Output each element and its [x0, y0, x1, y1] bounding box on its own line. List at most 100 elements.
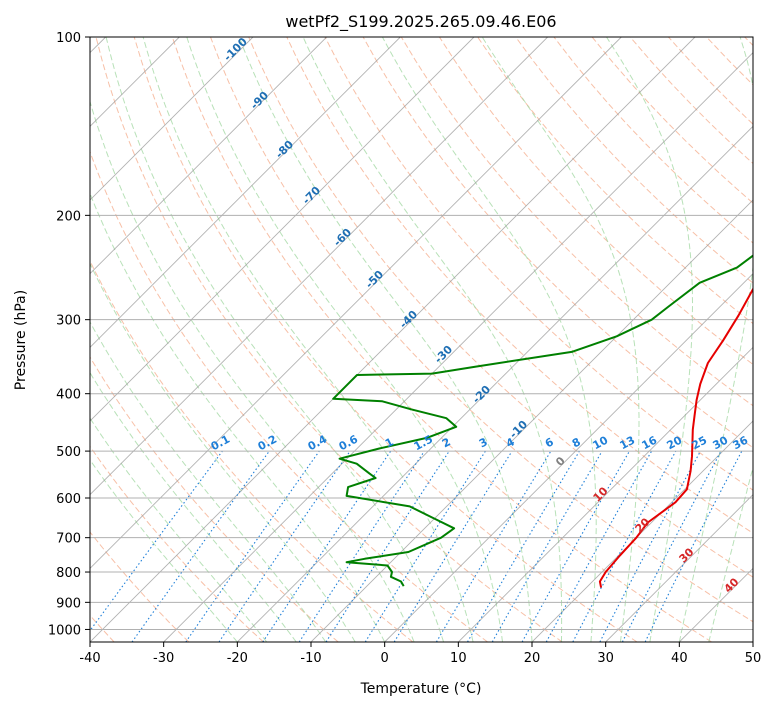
moist-adiabat [302, 37, 563, 642]
mixing-ratio-label: 0.4 [306, 432, 330, 453]
y-tick-label: 100 [56, 31, 81, 46]
mixing-ratio-line [262, 450, 392, 642]
dry-adiabat [210, 37, 753, 623]
y-tick-label: 600 [56, 492, 81, 507]
x-tick-label: -40 [79, 651, 100, 666]
isotherm-label: -80 [273, 138, 296, 161]
plot-frame [89, 36, 754, 643]
dry-adiabat [90, 445, 264, 642]
y-tick-label: 900 [56, 596, 81, 611]
mixing-ratio-label: 25 [690, 434, 710, 453]
moist-adiabat [381, 37, 597, 642]
x-tick-label: 30 [597, 651, 614, 666]
isotherm-line [531, 420, 753, 642]
temperature-line [598, 287, 753, 588]
y-tick-label: 300 [56, 314, 81, 329]
moist-adiabat [90, 192, 386, 642]
dry-adiabat [171, 37, 712, 642]
y-tick-label: 800 [56, 566, 81, 581]
mixing-ratio-label: 10 [591, 433, 611, 452]
isotherm-line [752, 641, 753, 642]
mixing-ratio-line [393, 450, 513, 642]
mixing-ratio-label: 6 [543, 435, 556, 450]
dry-adiabat [90, 259, 414, 642]
y-tick-label: 400 [56, 388, 81, 403]
mixing-ratio-label: 2 [440, 435, 453, 450]
dry-adiabat [515, 37, 753, 284]
isotherm-line [384, 273, 753, 642]
y-tick-label: 700 [56, 532, 81, 547]
y-tick-label: 1000 [48, 623, 81, 638]
moist-adiabat [238, 37, 533, 642]
mixing-ratio-label: 3 [477, 435, 490, 450]
mixing-ratio-line [218, 450, 351, 642]
moist-adiabat [90, 99, 415, 642]
dry-adiabat [438, 37, 753, 366]
mixing-ratio-label: 0.6 [337, 432, 361, 453]
dry-adiabat [90, 356, 339, 642]
moist-adiabat [90, 262, 356, 642]
isotherm-line [90, 37, 548, 496]
moist-adiabat [142, 37, 474, 642]
mixing-ratio-line [131, 450, 270, 642]
x-axis: -40 -30 -20 -10 0 10 20 30 40 50 [79, 642, 761, 666]
isotherm-label: 30 [677, 545, 697, 565]
mixing-ratio-line [298, 450, 425, 642]
mixing-ratio-line [90, 450, 223, 632]
moist-adiabat [186, 37, 503, 642]
isotherm-line [310, 199, 753, 642]
background-lines [90, 37, 753, 642]
mixing-ratio-line [467, 450, 580, 642]
isotherm-label: -50 [363, 268, 386, 291]
mixing-ratio-label: 0.2 [256, 433, 279, 454]
mixing-ratio-line [521, 450, 630, 642]
isotherm-line [90, 37, 254, 201]
isotherm-line [90, 37, 622, 569]
mixing-ratio-label: 13 [618, 434, 638, 453]
isotherm-label: 20 [633, 515, 653, 535]
moist-adiabat [105, 37, 445, 642]
dry-adiabat [95, 37, 563, 642]
mixing-ratio-line [435, 450, 552, 642]
isotherm-label: -70 [300, 184, 323, 207]
isotherm-line [90, 37, 327, 275]
chart-title: wetPf2_S199.2025.265.09.46.E06 [285, 12, 556, 32]
isotherm-line [605, 494, 753, 642]
moist-adiabat [606, 37, 693, 642]
isotherm-label: 10 [591, 484, 611, 504]
y-axis: 100 200 300 400 500 600 700 800 900 1000 [48, 31, 90, 638]
x-tick-label: -20 [227, 651, 248, 666]
mixing-ratio-line [644, 450, 743, 642]
mixing-ratio-label: 30 [711, 433, 731, 452]
x-tick-label: 20 [524, 651, 541, 666]
moist-adiabat [90, 417, 268, 642]
mixing-ratio-label: 16 [640, 433, 660, 452]
x-tick-label: 0 [381, 651, 389, 666]
moist-adiabat [90, 459, 238, 642]
x-tick-label: -10 [300, 651, 321, 666]
dry-adiabat [706, 37, 753, 86]
isotherm-label: -90 [248, 89, 271, 112]
mixing-ratio-line [545, 450, 653, 642]
mixing-ratio-label: 0.1 [209, 433, 232, 454]
pressure-gridlines [90, 36, 753, 630]
x-tick-label: -30 [153, 651, 174, 666]
dry-adiabat [90, 150, 488, 642]
dry-adiabat [744, 37, 753, 47]
isotherm-label: -100 [221, 35, 250, 64]
isotherm-label: -20 [470, 383, 493, 406]
x-tick-label: 40 [671, 651, 688, 666]
dry-adiabat [133, 37, 638, 642]
dry-adiabat [400, 37, 753, 407]
x-axis-label: Temperature (°C) [360, 681, 482, 697]
mixing-ratio-line [185, 450, 320, 642]
y-tick-label: 200 [56, 209, 81, 224]
mixing-ratio-label: 8 [570, 435, 583, 450]
mixing-ratio-label: 20 [665, 433, 685, 452]
moist-adiabat [481, 37, 640, 642]
y-tick-label: 500 [56, 445, 81, 460]
isotherm-line [90, 37, 401, 348]
dry-adiabat [90, 531, 190, 642]
x-tick-label: 50 [745, 651, 762, 666]
y-axis-label: Pressure (hPa) [13, 290, 29, 390]
